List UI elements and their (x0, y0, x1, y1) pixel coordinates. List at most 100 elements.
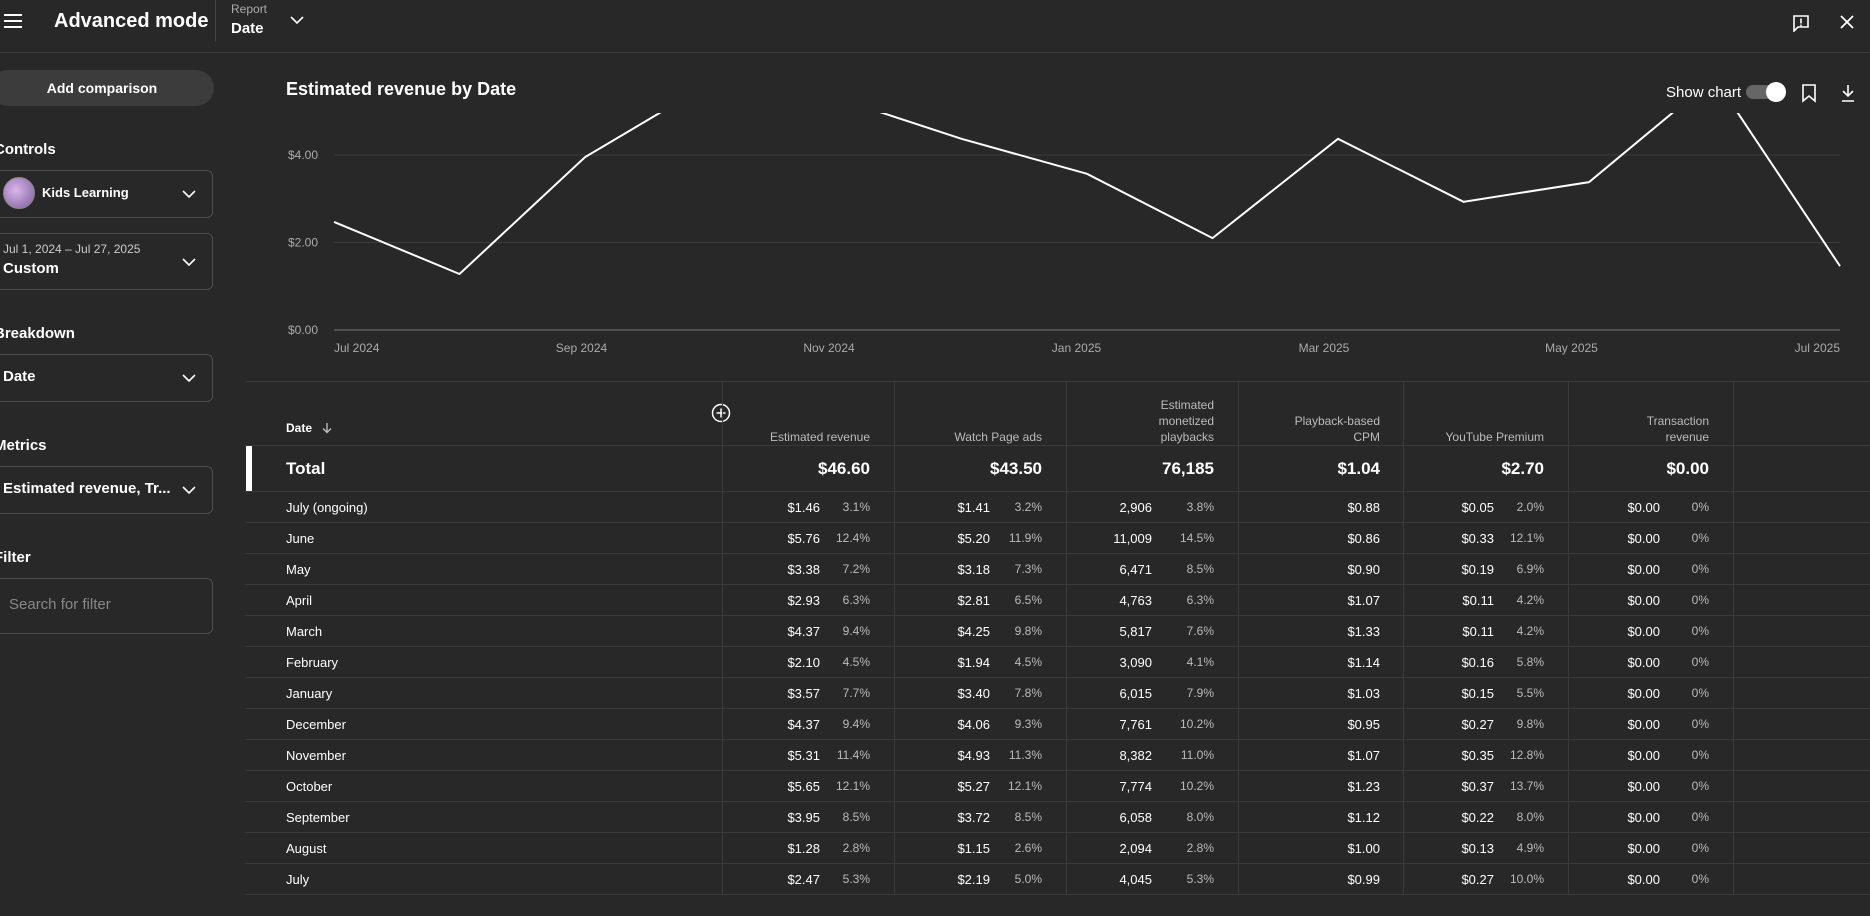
breakdown-selector[interactable]: Date (0, 354, 213, 402)
cell-value: $2.19 (957, 872, 990, 887)
table-row[interactable]: August $1.28 2.8% $1.15 2.6% 2,094 2.8% $1.00 $0… (245, 833, 1870, 864)
close-icon[interactable] (1839, 14, 1855, 30)
table-row[interactable]: December $4.37 9.4% $4.06 9.3% 7,761 10.2% $0.9… (245, 709, 1870, 740)
cell-percent: 0% (1691, 562, 1709, 576)
table-row[interactable]: October $5.65 12.1% $5.27 12.1% 7,774 10.2% $1.… (245, 771, 1870, 802)
cell-percent: 4.5% (842, 655, 870, 669)
bookmark-icon[interactable] (1801, 83, 1817, 103)
cell-percent: 0% (1691, 593, 1709, 607)
row-label: August (286, 841, 327, 856)
app-title: Advanced mode (54, 10, 209, 32)
metrics-label: Metrics (0, 437, 47, 454)
cell-percent: 9.4% (842, 717, 870, 731)
cell-percent: 4.1% (1186, 655, 1214, 669)
column-divider (1403, 382, 1404, 894)
hamburger-menu-icon[interactable] (4, 14, 22, 28)
table-row[interactable]: January $3.57 7.7% $3.40 7.8% 6,015 7.9% $1.03 $… (245, 678, 1870, 709)
cell-value: $0.88 (1347, 500, 1380, 515)
cell-value: $4.93 (957, 748, 990, 763)
cell-value: 7,774 (1119, 779, 1152, 794)
channel-selector[interactable]: Kids Learning (0, 170, 213, 218)
show-chart-toggle[interactable] (1746, 82, 1786, 102)
filter-search-input[interactable]: Search for filter (0, 578, 213, 634)
cell-percent: 8.0% (1516, 810, 1544, 824)
table-row[interactable]: April $2.93 6.3% $2.81 6.5% 4,763 6.3% $1.07 $0.… (245, 585, 1870, 616)
column-header[interactable]: revenue (1665, 430, 1709, 444)
cell-percent: 12.8% (1509, 748, 1544, 762)
column-header[interactable]: Transaction (1646, 414, 1709, 428)
cell-value: $0.37 (1461, 779, 1494, 794)
cell-value: 4,045 (1119, 872, 1152, 887)
table-row[interactable]: July (ongoing) $1.46 3.1% $1.41 3.2% 2,906 3.8… (245, 492, 1870, 523)
cell-value: $1.14 (1347, 655, 1380, 670)
column-header[interactable]: Playback-based (1294, 414, 1380, 428)
cell-value: $0.00 (1627, 531, 1660, 546)
date-column-header[interactable]: Date (286, 421, 333, 435)
date-header-label: Date (286, 421, 313, 435)
table-row[interactable]: June $5.76 12.4% $5.20 11.9% 11,009 14.5% $0.86… (245, 523, 1870, 554)
cell-value: $3.40 (957, 686, 990, 701)
column-header[interactable]: Estimated revenue (769, 430, 870, 444)
column-header[interactable]: Estimated (1160, 398, 1214, 412)
cell-value: $0.00 (1627, 717, 1660, 732)
column-header[interactable]: YouTube Premium (1445, 430, 1545, 444)
cell-percent: 13.7% (1509, 779, 1544, 793)
x-tick-label: Jan 2025 (1052, 341, 1102, 355)
cell-percent: 4.5% (1014, 655, 1042, 669)
cell-value: 7,761 (1119, 717, 1152, 732)
sort-descending-icon[interactable] (321, 422, 333, 434)
table-row[interactable]: February $2.10 4.5% $1.94 4.5% 3,090 4.1% $1.14… (245, 647, 1870, 678)
cell-value: $0.00 (1627, 748, 1660, 763)
cell-value: $0.19 (1461, 562, 1494, 577)
row-label: May (286, 562, 311, 577)
column-header[interactable]: Watch Page ads (954, 430, 1042, 444)
top-bar: Advanced mode Report Date (0, 0, 1870, 53)
feedback-icon[interactable] (1792, 14, 1810, 32)
total-row (245, 445, 1870, 492)
cell-value: $5.20 (957, 531, 990, 546)
download-icon[interactable] (1840, 83, 1856, 103)
column-header[interactable]: monetized (1158, 414, 1214, 428)
cell-value: $1.03 (1347, 686, 1380, 701)
table-row[interactable]: March $4.37 9.4% $4.25 9.8% 5,817 7.6% $1.33 $0.… (245, 616, 1870, 647)
column-header[interactable]: CPM (1353, 430, 1380, 444)
table-row[interactable]: September $3.95 8.5% $3.72 8.5% 6,058 8.0% $1.1… (245, 802, 1870, 833)
date-range-selector[interactable]: Jul 1, 2024 – Jul 27, 2025 Custom (0, 233, 213, 290)
table-row[interactable]: July $2.47 5.3% $2.19 5.0% 4,045 5.3% $0.99 $0.2… (245, 864, 1870, 895)
metrics-value: Estimated revenue, Tr... (3, 480, 171, 497)
cell-value: $1.07 (1347, 748, 1380, 763)
cell-value: 6,471 (1119, 562, 1152, 577)
report-value[interactable]: Date (231, 20, 264, 37)
cell-value: 3,090 (1119, 655, 1152, 670)
breakdown-label: Breakdown (0, 325, 75, 342)
total-value: $43.50 (990, 459, 1042, 478)
cell-value: $0.00 (1627, 779, 1660, 794)
cell-value: $0.00 (1627, 686, 1660, 701)
cell-value: $0.00 (1627, 500, 1660, 515)
add-column-icon[interactable] (711, 403, 731, 423)
chevron-down-icon[interactable] (290, 15, 304, 25)
cell-value: 8,382 (1119, 748, 1152, 763)
cell-value: $3.57 (787, 686, 820, 701)
cell-value: 2,094 (1119, 841, 1152, 856)
cell-percent: 2.8% (1186, 841, 1214, 855)
cell-value: 2,906 (1119, 500, 1152, 515)
row-label: July (286, 872, 310, 887)
metrics-selector[interactable]: Estimated revenue, Tr... (0, 466, 213, 514)
cell-value: 6,058 (1119, 810, 1152, 825)
column-header[interactable]: playbacks (1160, 430, 1214, 444)
total-value: $1.04 (1337, 459, 1380, 478)
cell-percent: 0% (1691, 748, 1709, 762)
add-comparison-button[interactable]: Add comparison (0, 70, 214, 106)
cell-value: $0.99 (1347, 872, 1380, 887)
table-row[interactable]: November $5.31 11.4% $4.93 11.3% 8,382 11.0% $1… (245, 740, 1870, 771)
header-divider (215, 0, 216, 42)
cell-value: $0.86 (1347, 531, 1380, 546)
row-label: April (286, 593, 313, 608)
cell-value: $5.31 (787, 748, 820, 763)
cell-percent: 7.2% (842, 562, 870, 576)
cell-percent: 3.2% (1014, 500, 1042, 514)
table-row[interactable]: May $3.38 7.2% $3.18 7.3% 6,471 8.5% $0.90 $0.19… (245, 554, 1870, 585)
cell-percent: 0% (1691, 872, 1709, 886)
cell-value: $2.93 (787, 593, 820, 608)
